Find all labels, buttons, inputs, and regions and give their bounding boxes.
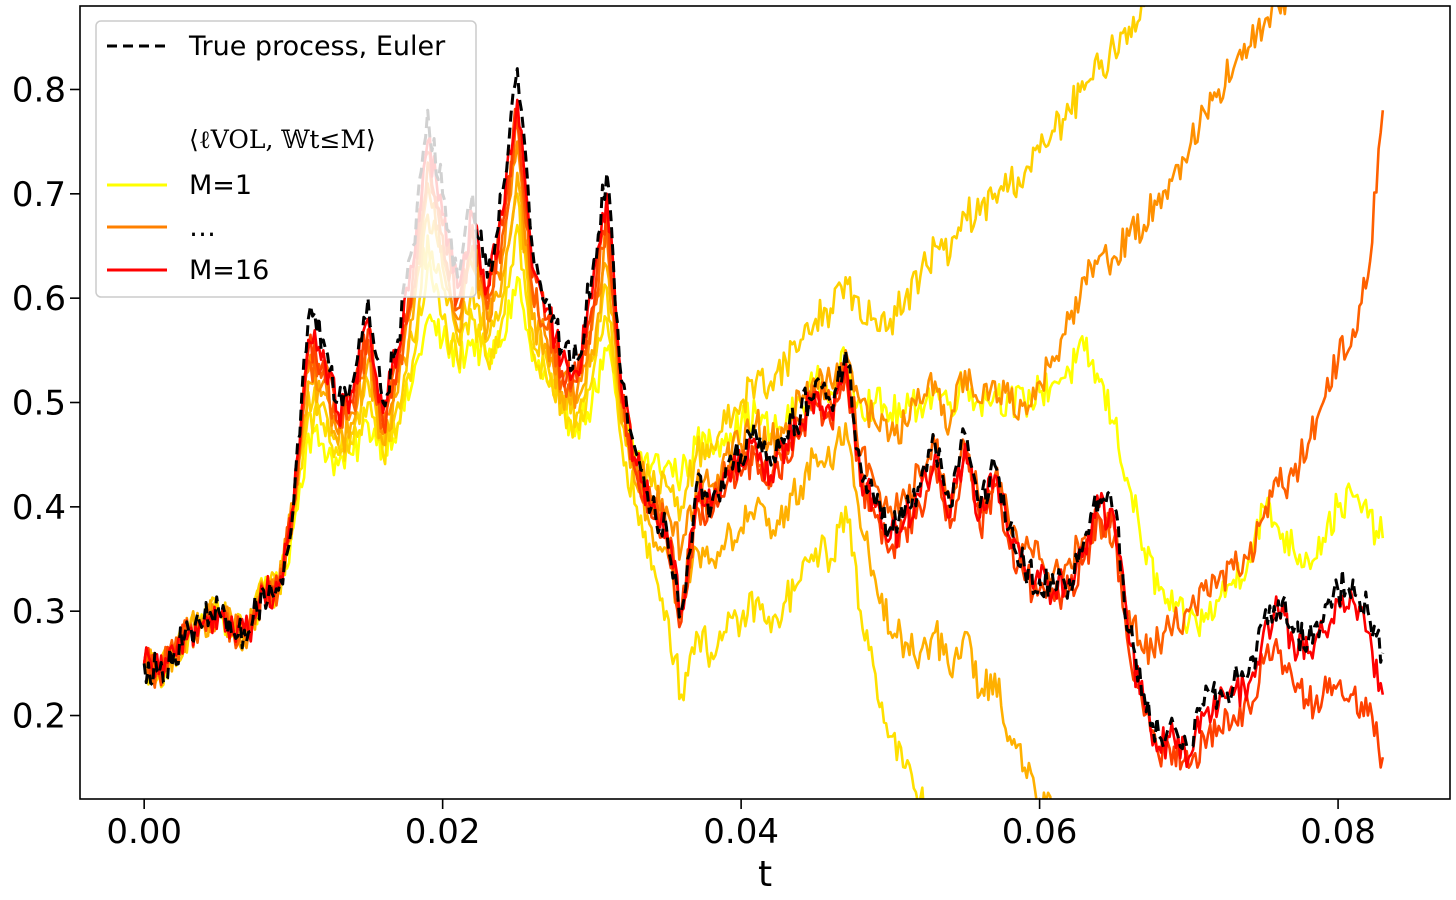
x-tick-label: 0.06 [1002, 812, 1078, 852]
y-axis: 0.2 0.3 0.4 0.5 0.6 0.7 0.8 [12, 70, 80, 737]
y-tick-label: 0.5 [12, 384, 66, 424]
x-tick-label: 0.02 [405, 812, 481, 852]
y-tick-label: 0.2 [12, 697, 66, 737]
y-tick-label: 0.4 [12, 488, 66, 528]
y-tick-label: 0.6 [12, 279, 66, 319]
series-layer [142, 6, 1385, 799]
y-tick-label: 0.8 [12, 70, 66, 110]
legend-label-m1: M=1 [189, 170, 252, 201]
legend-box [95, 20, 477, 298]
legend-label-euler: True process, Euler [188, 31, 446, 62]
legend: True process, Euler ⟨ℓVOL, 𝕎t≤M⟩ M=1 … M… [95, 20, 477, 298]
x-axis-label: t [758, 854, 772, 895]
series-line-approx [142, 6, 1287, 677]
x-tick-label: 0.08 [1300, 812, 1376, 852]
series-line-approx [142, 6, 1146, 687]
series-line-approx [142, 98, 1385, 768]
series-line-euler [142, 67, 1385, 751]
legend-label-ellipsis: … [189, 212, 216, 243]
x-tick-label: 0.00 [106, 812, 182, 852]
legend-label-m16: M=16 [189, 255, 269, 286]
y-tick-label: 0.7 [12, 175, 66, 215]
y-tick-label: 0.3 [12, 592, 66, 632]
x-tick-label: 0.04 [703, 812, 779, 852]
x-axis: 0.00 0.02 0.04 0.06 0.08 [106, 799, 1376, 852]
series-line-approx [142, 276, 1385, 682]
legend-heading-signature: ⟨ℓVOL, 𝕎t≤M⟩ [189, 125, 376, 154]
series-line-approx [142, 171, 1052, 799]
